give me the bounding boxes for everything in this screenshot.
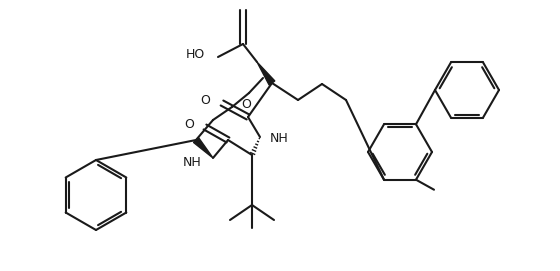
Text: O: O bbox=[241, 98, 251, 111]
Polygon shape bbox=[257, 62, 275, 85]
Text: NH: NH bbox=[270, 131, 289, 144]
Text: O: O bbox=[184, 118, 194, 131]
Polygon shape bbox=[193, 138, 213, 158]
Text: HO: HO bbox=[186, 49, 205, 62]
Text: O: O bbox=[200, 93, 210, 107]
Text: NH: NH bbox=[183, 156, 202, 169]
